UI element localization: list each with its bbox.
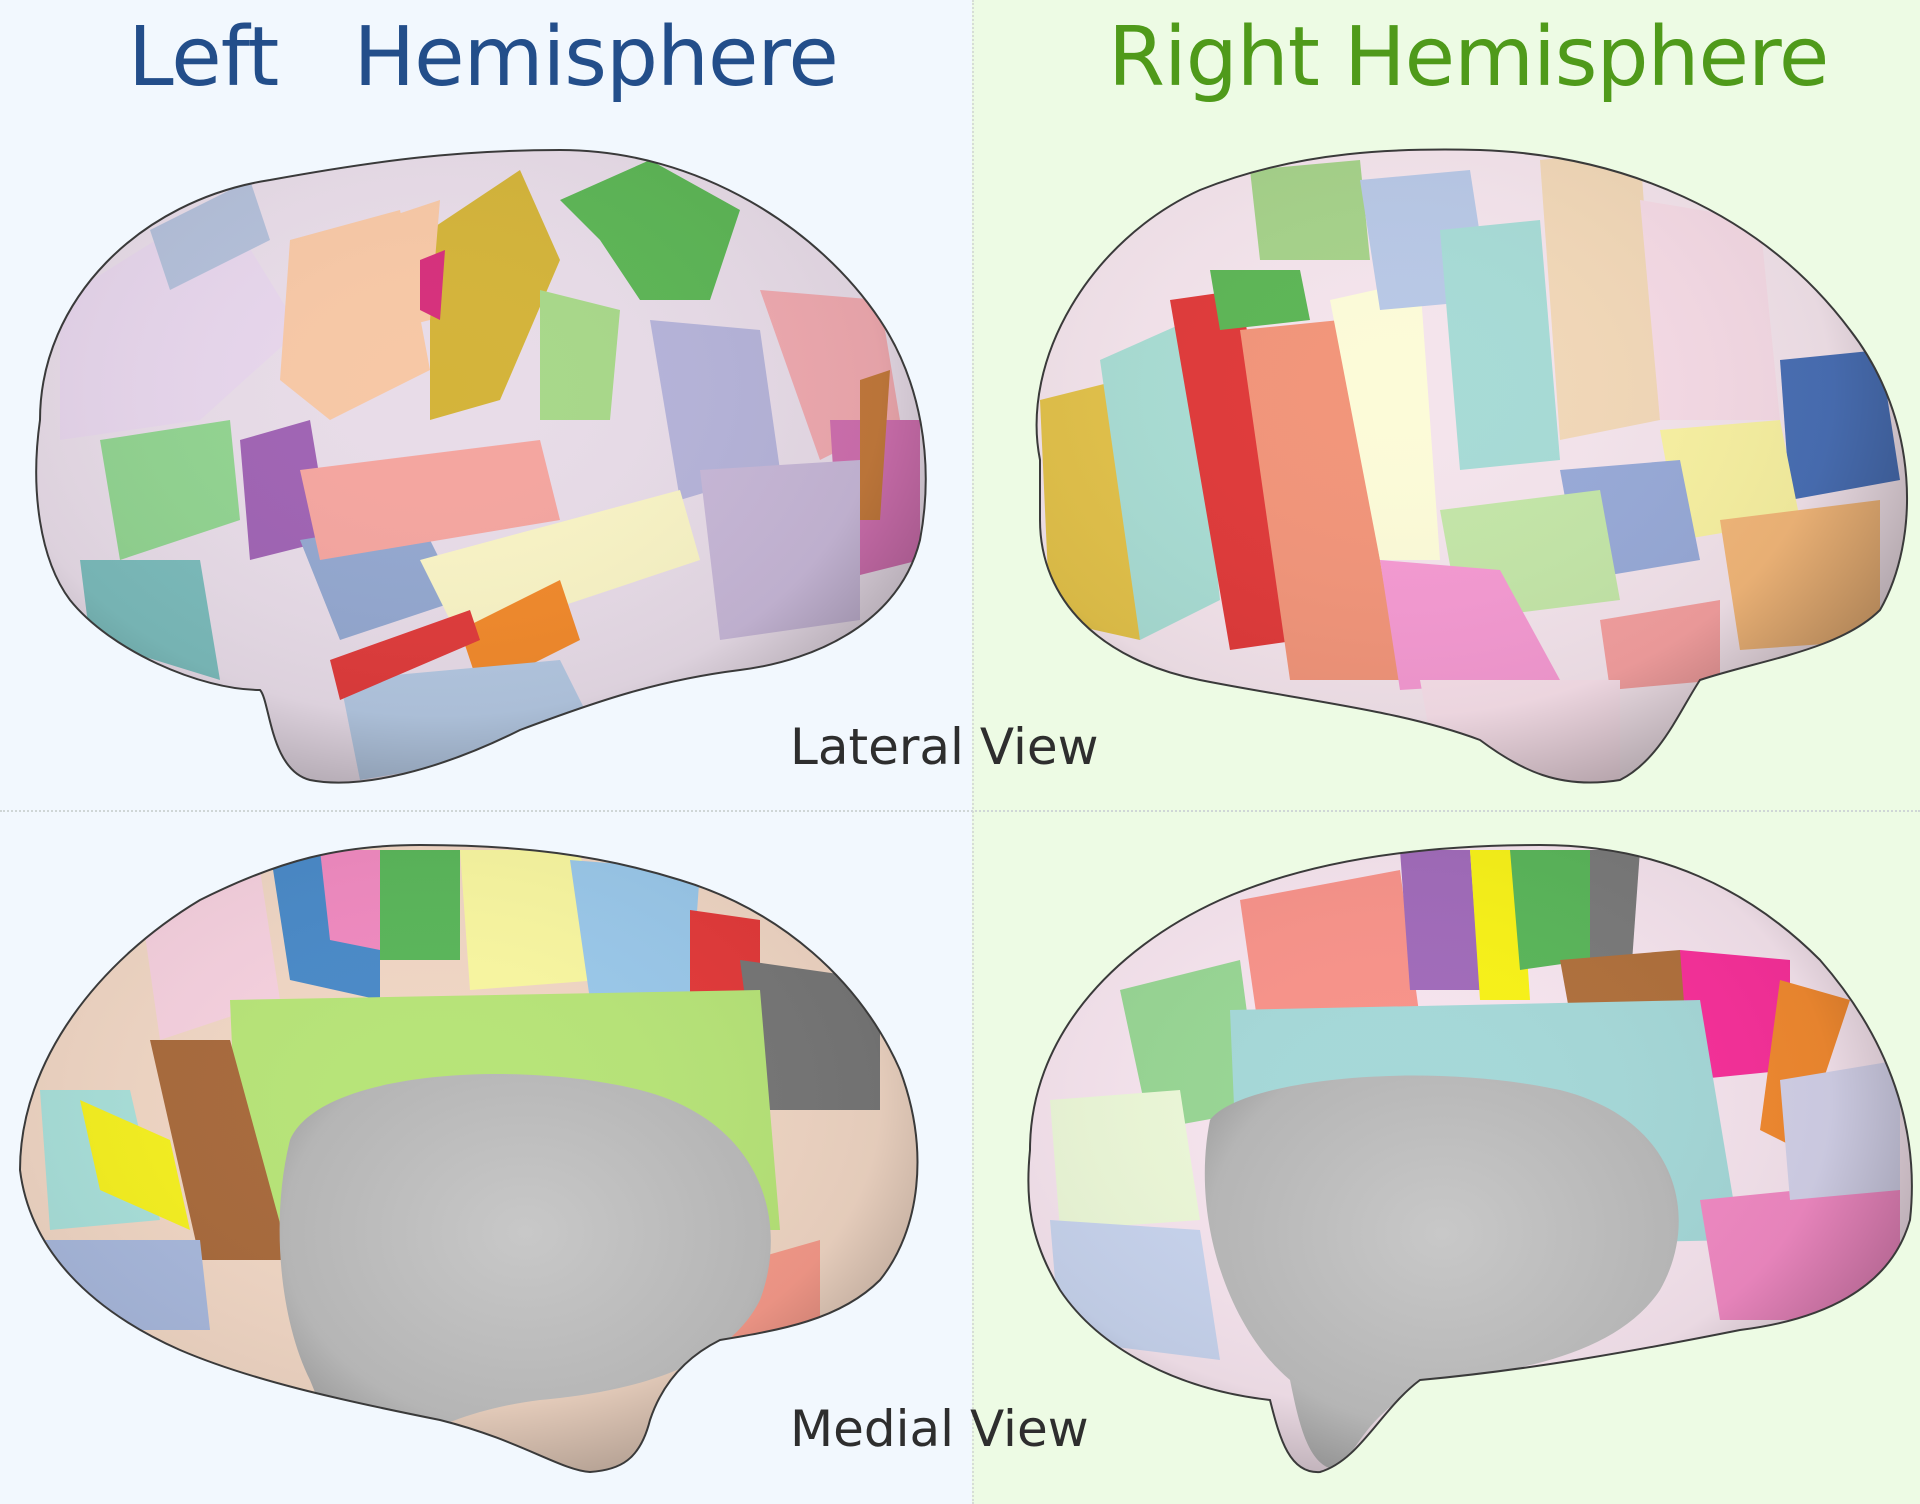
right-medial-brain <box>1028 845 1912 1473</box>
left-lateral-brain <box>36 150 926 783</box>
medial-view-label: Medial View <box>790 1400 1089 1458</box>
lateral-view-label: Lateral View <box>790 718 1099 776</box>
vertical-divider <box>972 0 974 1504</box>
horizontal-divider <box>0 810 1920 812</box>
left-hemisphere-title: Left Hemisphere <box>128 10 839 105</box>
right-hemisphere-title: Right Hemisphere <box>1108 10 1829 105</box>
